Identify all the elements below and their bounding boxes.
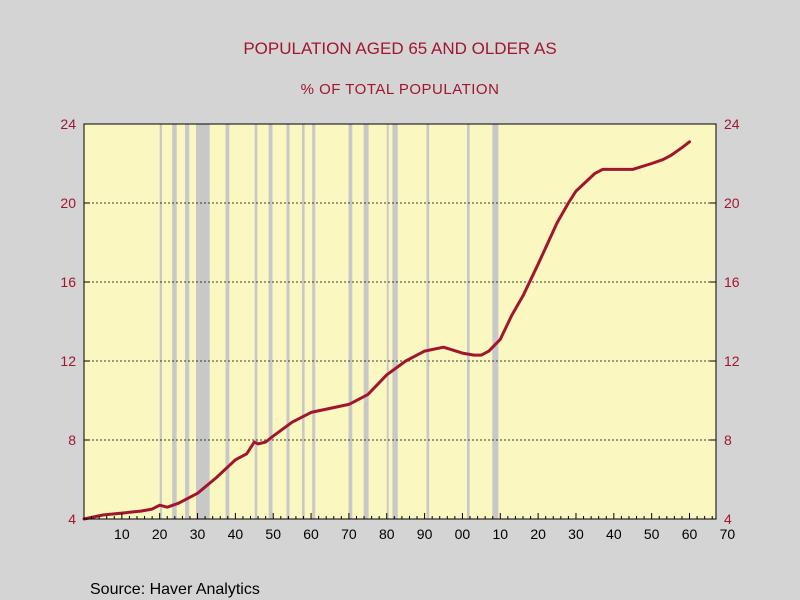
xtick-label-15: 60 <box>682 526 698 542</box>
recession-band-11 <box>363 124 369 519</box>
ytick-right-label-0: 4 <box>724 511 732 527</box>
ytick-right-label-4: 20 <box>724 195 740 211</box>
recession-band-8 <box>301 124 305 519</box>
plot-frame <box>83 123 717 520</box>
recession-bands <box>159 124 499 519</box>
xtick-label-11: 20 <box>530 526 546 542</box>
recession-band-5 <box>254 124 258 519</box>
chart-title: POPULATION AGED 65 AND OLDER AS <box>243 39 556 58</box>
xtick-label-7: 80 <box>379 526 395 542</box>
xtick-label-16: 70 <box>720 526 736 542</box>
xtick-label-0: 10 <box>114 526 130 542</box>
ytick-left-label-0: 4 <box>68 511 76 527</box>
xtick-label-12: 30 <box>568 526 584 542</box>
xtick-label-3: 40 <box>228 526 244 542</box>
plot-area <box>84 124 716 519</box>
recession-band-4 <box>225 124 230 519</box>
recession-band-12 <box>386 124 389 519</box>
ytick-right-label-1: 8 <box>724 432 732 448</box>
recession-band-10 <box>348 124 353 519</box>
xtick-label-4: 50 <box>265 526 281 542</box>
recession-band-7 <box>286 124 290 519</box>
xtick-label-14: 50 <box>644 526 660 542</box>
xtick-label-9: 00 <box>455 526 471 542</box>
recession-band-3 <box>196 124 210 519</box>
series-layer <box>82 140 691 521</box>
recession-band-14 <box>426 124 430 519</box>
ytick-right-label-3: 16 <box>724 274 740 290</box>
ytick-left-label-4: 20 <box>60 195 76 211</box>
recession-band-2 <box>185 124 190 519</box>
xtick-label-2: 30 <box>190 526 206 542</box>
gridlines <box>84 202 716 441</box>
recession-band-15 <box>466 124 470 519</box>
ytick-right-label-5: 24 <box>724 116 740 132</box>
recession-band-9 <box>312 124 316 519</box>
chart-subtitle: % OF TOTAL POPULATION <box>301 81 500 98</box>
ytick-right-label-2: 12 <box>724 353 740 369</box>
recession-band-0 <box>159 124 162 519</box>
axis-ticks: 4 4 8 8 12 12 16 16 20 20 24 24 10 20 30 40 50 60 70 80 90 00… <box>60 116 739 542</box>
recession-band-6 <box>268 124 273 519</box>
ytick-left-label-1: 8 <box>68 432 76 448</box>
xtick-label-10: 10 <box>492 526 508 542</box>
ytick-left-label-2: 12 <box>60 353 76 369</box>
ytick-left-label-5: 24 <box>60 116 76 132</box>
xtick-label-8: 90 <box>417 526 433 542</box>
source-note: Source: Haver Analytics <box>90 581 260 598</box>
recession-band-13 <box>392 124 398 519</box>
recession-band-16 <box>492 124 499 519</box>
recession-band-1 <box>172 124 177 519</box>
xtick-label-1: 20 <box>152 526 168 542</box>
ytick-left-label-3: 16 <box>60 274 76 290</box>
xtick-label-5: 60 <box>303 526 319 542</box>
xtick-label-6: 70 <box>341 526 357 542</box>
xtick-label-13: 40 <box>606 526 622 542</box>
series-line-0 <box>82 140 691 521</box>
